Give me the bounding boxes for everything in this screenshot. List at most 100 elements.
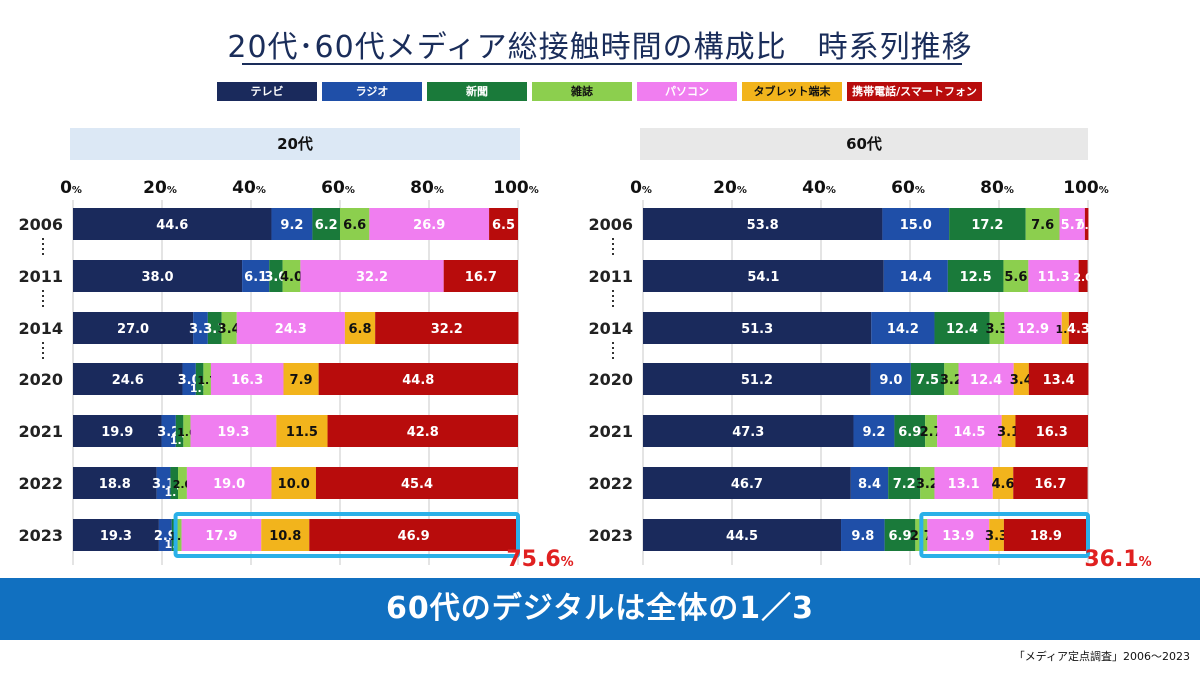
bar-60s-2014-5: [1061, 312, 1069, 344]
bar-60s-2014-6: [1068, 312, 1088, 344]
bar-60s-2020-2: [910, 363, 945, 395]
bar-60s-2020-4: [958, 363, 1014, 395]
bar-20s-2011-3: [282, 260, 301, 292]
data-label-60s-2021-2: 6.9: [898, 425, 921, 440]
bar-20s-2011-1: [242, 260, 270, 292]
data-label-20s-2022-0: 18.8: [99, 477, 131, 492]
bar-20s-2021-0: [73, 415, 162, 447]
data-label-20s-2021-1: 3.2: [157, 425, 180, 440]
bar-60s-2014-4: [1004, 312, 1062, 344]
data-label-20s-2014-1: 3.3: [189, 322, 212, 337]
bar-20s-2022-2: [170, 467, 179, 499]
bar-60s-2020-5: [1013, 363, 1029, 395]
data-label-20s-2011-3: 4.0: [280, 270, 303, 285]
bar-20s-2021-4: [190, 415, 277, 447]
y-label-60s-2021: 2021: [588, 422, 633, 441]
bar-60s-2006-4: [1059, 208, 1085, 240]
bar-60s-2020-3: [944, 363, 959, 395]
bar-60s-2021-1: [853, 415, 895, 447]
y-label-20s-2014: 2014: [18, 319, 63, 338]
x-tick-label-60s-80: 80%: [980, 178, 1014, 198]
bar-60s-2014-1: [871, 312, 935, 344]
bar-20s-2014-3: [221, 312, 237, 344]
data-label-60s-2014-2: 12.4: [946, 322, 978, 337]
highlight-box-20s: [173, 512, 521, 558]
bar-60s-2021-4: [937, 415, 1002, 447]
legend-item-5: タブレット端末: [742, 82, 842, 101]
bar-20s-2006-2: [312, 208, 340, 240]
data-label-60s-2023-4: 13.9: [942, 529, 974, 544]
data-label-60s-2021-1: 9.2: [862, 425, 885, 440]
bar-20s-2014-4: [236, 312, 345, 344]
panel-label-60s: 60代: [846, 135, 882, 153]
bar-60s-2006-6: [1084, 208, 1089, 240]
data-label-20s-2020-1: 3.0: [178, 373, 201, 388]
bar-60s-2023-4: [927, 519, 990, 551]
bar-60s-2011-3: [1003, 260, 1029, 292]
bar-20s-2022-0: [73, 467, 157, 499]
bar-60s-2006-1: [882, 208, 950, 240]
bar-20s-2023-5: [261, 519, 310, 551]
bar-60s-2014-3: [989, 312, 1005, 344]
bar-60s-2023-0: [643, 519, 842, 551]
data-label-60s-2023-0: 44.5: [726, 529, 758, 544]
data-label-60s-2023-2: 6.9: [888, 529, 911, 544]
y-label-20s-2011: 2011: [18, 267, 63, 286]
stacked-bar-charts: 0% 20% 40% 60% 80% 100% 2006 2011 2014 2020 2021 20…: [18, 178, 1151, 572]
data-label-60s-2011-1: 14.4: [900, 270, 932, 285]
data-label-60s-2023-6: 18.9: [1030, 529, 1062, 544]
bar-20s-2014-6: [375, 312, 519, 344]
bar-20s-2020-4: [210, 363, 284, 395]
digital-share-callout-20s: 75.6%: [506, 547, 573, 572]
bar-20s-2022-6: [315, 467, 518, 499]
panel-header-60s: 60代: [640, 128, 1088, 160]
bar-20s-2020-3: [203, 363, 211, 395]
bar-60s-2011-0: [643, 260, 884, 292]
bar-60s-2014-2: [934, 312, 990, 344]
data-label-60s-2021-0: 47.3: [732, 425, 764, 440]
data-label-60s-2006-6: 0.8: [1077, 219, 1097, 232]
data-label-20s-2022-1: 3.1: [152, 477, 175, 492]
data-label-20s-2011-6: 16.7: [465, 270, 497, 285]
bar-20s-2022-3: [178, 467, 187, 499]
y-label-20s-2022: 2022: [18, 474, 63, 493]
data-label-60s-2020-2: 7.5: [916, 373, 939, 388]
data-label-60s-2022-4: 13.1: [948, 477, 980, 492]
bar-20s-2021-1: [161, 415, 176, 447]
y-label-60s-2023: 2023: [588, 526, 633, 545]
data-label-60s-2022-6: 16.7: [1034, 477, 1066, 492]
bar-20s-2022-5: [271, 467, 316, 499]
bar-20s-2023-1: [158, 519, 172, 551]
legend-item-3: 雑誌: [532, 82, 632, 101]
data-label-60s-2006-2: 17.2: [971, 218, 1003, 233]
y-label-20s-2021: 2021: [18, 422, 63, 441]
x-tick-label-20s-0: 0%: [60, 178, 82, 198]
source-note: 「メディア定点調査」2006～2023: [1013, 650, 1190, 663]
data-label-20s-2022-6: 45.4: [401, 477, 433, 492]
bar-60s-2022-6: [1013, 467, 1088, 499]
data-label-20s-2014-0: 27.0: [117, 322, 149, 337]
data-label-60s-2011-4: 11.3: [1037, 270, 1069, 285]
bar-60s-2011-6: [1078, 260, 1088, 292]
data-label-60s-2023-5: 3.3: [985, 529, 1008, 544]
x-tick-label-20s-80: 80%: [410, 178, 444, 198]
data-label-20s-2023-6: 46.9: [398, 529, 430, 544]
bar-60s-2011-2: [947, 260, 1004, 292]
bar-20s-2006-4: [369, 208, 490, 240]
data-label-20s-2006-1: 9.2: [280, 218, 303, 233]
data-label-60s-2006-1: 15.0: [900, 218, 932, 233]
data-label-20s-2021-4: 19.3: [217, 425, 249, 440]
data-label-60s-2011-6: 2.0: [1073, 271, 1093, 284]
data-label-20s-2014-3: 3.4: [218, 322, 241, 337]
data-label-20s-2022-5: 10.0: [278, 477, 310, 492]
bar-20s-2014-1: [193, 312, 208, 344]
data-label-60s-2021-4: 14.5: [953, 425, 985, 440]
bar-20s-2011-2: [269, 260, 283, 292]
legend-item-0: テレビ: [217, 82, 317, 101]
data-label-20s-2020-0: 24.6: [112, 373, 144, 388]
bar-60s-2022-4: [934, 467, 993, 499]
x-tick-label-60s-0: 0%: [630, 178, 652, 198]
data-label-20s-2006-3: 6.6: [343, 218, 366, 233]
bar-60s-2020-0: [643, 363, 871, 395]
data-label-20s-2006-0: 44.6: [156, 218, 188, 233]
